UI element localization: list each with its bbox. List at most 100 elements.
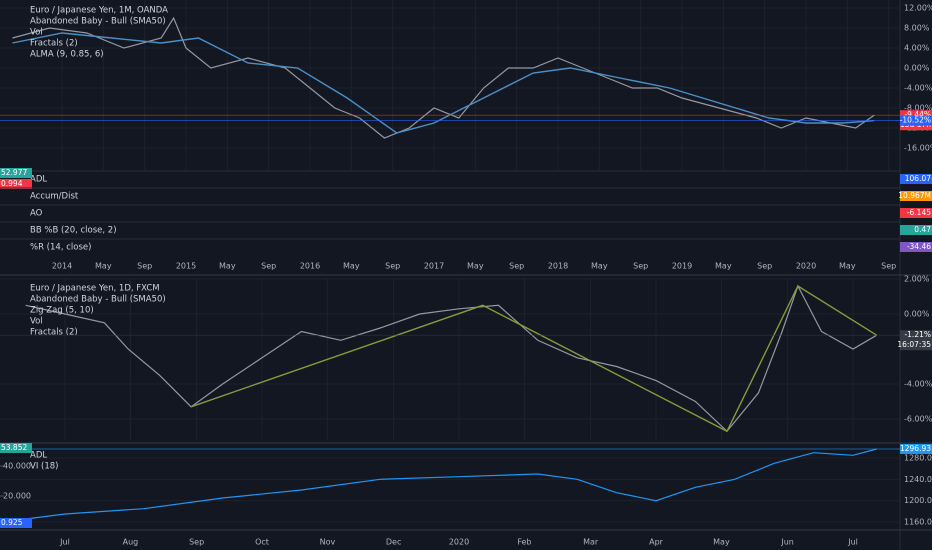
price-tag bbox=[900, 110, 932, 121]
x-tick-label: Jul bbox=[847, 538, 858, 547]
price-tag-label: 0.925 bbox=[1, 518, 23, 527]
x-tick-label: 2014 bbox=[52, 262, 72, 271]
price-tag-label: 53.852 bbox=[1, 443, 27, 452]
x-tick-label: 2020 bbox=[449, 538, 469, 547]
pane-title: ADL bbox=[30, 175, 47, 185]
price-tag-label: 0.47 bbox=[914, 225, 931, 234]
x-tick-label: May bbox=[343, 262, 360, 271]
x-tick-label: Feb bbox=[517, 538, 531, 547]
indicator-label: Abandoned Baby - Bull (SMA50) bbox=[30, 17, 166, 27]
x-tick-label: 2016 bbox=[300, 262, 320, 271]
y-tick-label: 2.00% bbox=[904, 275, 930, 284]
y-tick-label: 12.00% bbox=[904, 4, 932, 13]
x-tick-label: Jun bbox=[780, 538, 794, 547]
price-tag bbox=[900, 330, 932, 341]
indicator-label: Vol bbox=[30, 317, 43, 327]
y-tick-label: 1280.00 bbox=[904, 454, 932, 463]
price-tag bbox=[900, 443, 932, 454]
price-tag-label: -10.52% bbox=[900, 116, 931, 125]
price-tag-label: 52.977 bbox=[1, 168, 27, 177]
x-tick-label: Sep bbox=[189, 538, 204, 547]
y2-tick-label: 40.000 bbox=[3, 462, 31, 471]
indicator-label: Abandoned Baby - Bull (SMA50) bbox=[30, 295, 166, 305]
price-tag-label: 0.994 bbox=[1, 179, 23, 188]
pane-title: Accum/Dist bbox=[30, 192, 79, 202]
x-tick-label: 2019 bbox=[672, 262, 692, 271]
price-tag bbox=[0, 168, 32, 178]
y-tick-label: -6.00% bbox=[904, 415, 932, 424]
price-tag-label: 1296.93 bbox=[900, 444, 931, 453]
price-tag bbox=[0, 518, 32, 528]
price-tag-label: 10.967M bbox=[898, 191, 931, 200]
y-tick-label: -8.00% bbox=[904, 104, 932, 113]
x-tick-label: 2020 bbox=[796, 262, 816, 271]
chart-title: Euro / Japanese Yen, 1M, OANDA bbox=[30, 6, 168, 16]
y-tick-label: 4.00% bbox=[904, 44, 930, 53]
series-line bbox=[1, 448, 877, 523]
price-tag-label: -6.145 bbox=[907, 208, 931, 217]
x-tick-label: Sep bbox=[385, 262, 400, 271]
y-tick-label: -16.00% bbox=[904, 144, 932, 153]
x-tick-label: Nov bbox=[320, 538, 336, 547]
x-tick-label: May bbox=[839, 262, 856, 271]
x-tick-label: Oct bbox=[255, 538, 269, 547]
indicator-label: ADL bbox=[30, 451, 47, 461]
indicator-label: VI (18) bbox=[30, 462, 58, 472]
x-tick-label: Sep bbox=[137, 262, 152, 271]
price-tag-label: -1.21% bbox=[904, 330, 931, 339]
indicator-label: ALMA (9, 0.85, 6) bbox=[30, 50, 104, 60]
price-tag bbox=[0, 179, 32, 189]
price-tag-label: -9.44% bbox=[904, 110, 931, 119]
y-tick-label: 0.00% bbox=[904, 64, 930, 73]
series-line bbox=[190, 284, 878, 433]
y-tick-label: 1160.00 bbox=[904, 518, 932, 527]
indicator-label: Zig Zag (5, 10) bbox=[30, 306, 94, 316]
x-tick-label: Sep bbox=[633, 262, 648, 271]
x-tick-label: Sep bbox=[757, 262, 772, 271]
indicator-label: Fractals (2) bbox=[30, 328, 78, 338]
price-tag-label: 106.07 bbox=[905, 174, 931, 183]
pane-title: %R (14, close) bbox=[30, 243, 91, 253]
indicator-label: Fractals (2) bbox=[30, 39, 78, 49]
x-tick-label: 2018 bbox=[548, 262, 568, 271]
series-line bbox=[12, 16, 875, 139]
y-tick-label: 8.00% bbox=[904, 24, 930, 33]
pane-title: AO bbox=[30, 209, 43, 219]
price-tag bbox=[0, 443, 32, 453]
x-tick-label: Jul bbox=[59, 538, 70, 547]
x-tick-label: 2017 bbox=[424, 262, 444, 271]
price-tag-label: 16:07:35 bbox=[897, 340, 931, 349]
price-tag bbox=[900, 340, 932, 351]
x-tick-label: Dec bbox=[386, 538, 401, 547]
y-tick-label: -4.00% bbox=[904, 380, 932, 389]
pane-title: BB %B (20, close, 2) bbox=[30, 226, 117, 236]
x-tick-label: Mar bbox=[583, 538, 599, 547]
price-tag bbox=[900, 208, 932, 218]
x-tick-label: May bbox=[715, 262, 732, 271]
price-tag bbox=[900, 174, 932, 184]
y2-tick-label: 20.000 bbox=[3, 492, 31, 501]
indicator-label: Vol bbox=[30, 28, 43, 38]
y-tick-label: -4.00% bbox=[904, 84, 932, 93]
price-tag bbox=[900, 225, 932, 235]
y-tick-label: 0.00% bbox=[904, 310, 930, 319]
x-tick-label: Apr bbox=[649, 538, 664, 547]
x-tick-label: May bbox=[219, 262, 236, 271]
x-tick-label: Aug bbox=[123, 538, 139, 547]
x-tick-label: Sep bbox=[261, 262, 276, 271]
price-tag bbox=[900, 242, 932, 252]
x-tick-label: Sep bbox=[881, 262, 896, 271]
price-tag-label: -34.46 bbox=[907, 242, 931, 251]
x-tick-label: May bbox=[591, 262, 608, 271]
price-tag bbox=[900, 191, 932, 201]
price-tag bbox=[900, 115, 932, 126]
x-tick-label: May bbox=[467, 262, 484, 271]
x-tick-label: 2015 bbox=[176, 262, 196, 271]
y-tick-label: 1240.00 bbox=[904, 475, 932, 484]
x-tick-label: May bbox=[95, 262, 112, 271]
chart-title: Euro / Japanese Yen, 1D, FXCM bbox=[30, 284, 160, 294]
x-tick-label: May bbox=[713, 538, 730, 547]
y-tick-label: 1200.00 bbox=[904, 496, 932, 505]
x-tick-label: Sep bbox=[509, 262, 524, 271]
